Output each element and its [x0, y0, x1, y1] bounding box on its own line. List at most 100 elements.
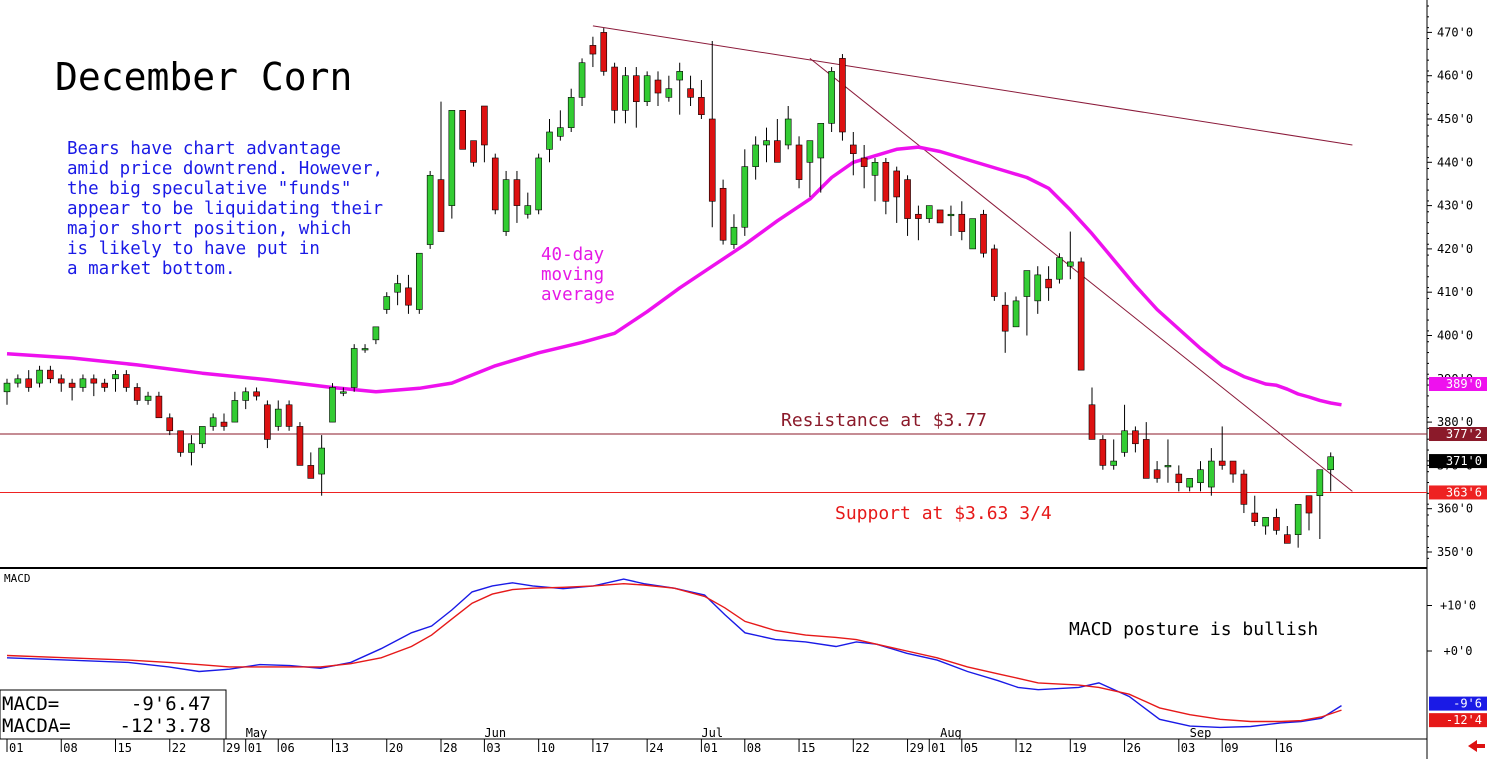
candle — [188, 435, 195, 466]
candle-body — [1186, 478, 1193, 488]
candle-body — [708, 118, 716, 202]
macd-tick-label: +0'0 — [1444, 644, 1473, 658]
price-tick-label: 400'0 — [1437, 329, 1473, 343]
candle-body — [589, 45, 597, 55]
candle — [340, 387, 347, 397]
candle-body — [166, 417, 174, 432]
candle-body — [177, 430, 184, 453]
candle-body — [329, 387, 336, 423]
date-tick-label: 22 — [855, 741, 869, 755]
candle — [1153, 461, 1161, 483]
candle — [958, 201, 966, 241]
candle-body — [361, 348, 369, 351]
candle-body — [1164, 465, 1172, 468]
price-tick-label: 440'0 — [1437, 155, 1473, 169]
candle-body — [1218, 460, 1226, 466]
candle-body — [730, 226, 738, 245]
candle-body — [828, 71, 835, 124]
candle — [752, 136, 759, 180]
candle — [795, 136, 803, 189]
candle — [719, 179, 727, 245]
candle — [1229, 460, 1237, 483]
candle — [784, 106, 792, 150]
candle-body — [340, 391, 347, 394]
candle — [513, 170, 521, 223]
candle-body — [1305, 495, 1313, 514]
candle — [264, 400, 271, 449]
candle-body — [448, 110, 456, 206]
candle-body — [1197, 469, 1204, 484]
candle-body — [1077, 261, 1085, 371]
candle — [524, 192, 532, 219]
candle — [849, 131, 857, 176]
candle — [155, 391, 163, 419]
macd-panel: MACD MACD posture is bullish — [4, 572, 1318, 640]
last-price-tag-text: 371'0 — [1446, 454, 1482, 468]
candle-body — [1327, 456, 1334, 471]
annotation-line: the big speculative "funds" — [67, 179, 351, 199]
candle-body — [209, 417, 217, 427]
date-tick-label: 08 — [747, 741, 761, 755]
date-tick-label: 03 — [1181, 741, 1195, 755]
annotation-line: Bears have chart advantage — [67, 139, 341, 159]
candle-body — [719, 187, 727, 241]
candle-body — [741, 166, 749, 228]
candle — [1132, 426, 1139, 453]
annotation-line: amid price downtrend. However, — [67, 159, 383, 179]
candle-body — [112, 374, 119, 380]
candle-body — [600, 32, 608, 72]
candle-body — [437, 179, 445, 232]
candle-body — [481, 105, 488, 146]
candle-body — [36, 369, 43, 384]
date-tick-label: 13 — [335, 741, 349, 755]
candle — [893, 166, 901, 223]
candle-body — [535, 157, 542, 211]
candle — [209, 413, 217, 431]
resistance-value-tag: 377'2 — [1429, 427, 1487, 442]
candle — [1110, 439, 1117, 470]
price-tick-label: 430'0 — [1437, 199, 1473, 213]
candle — [915, 205, 922, 241]
left-arrow-icon[interactable] — [1468, 740, 1485, 752]
candle-body — [383, 296, 391, 310]
candle-body — [1284, 534, 1291, 544]
candle — [296, 422, 304, 466]
candle-body — [904, 179, 911, 219]
candle-body — [774, 140, 781, 163]
candle — [708, 41, 716, 228]
date-tick-label: 20 — [389, 741, 403, 755]
candle — [372, 326, 380, 345]
date-tick-label: 05 — [964, 741, 978, 755]
candle — [1099, 435, 1107, 470]
candle — [1218, 426, 1226, 470]
date-tick-label: 24 — [649, 741, 663, 755]
candle — [622, 67, 629, 124]
candle — [546, 119, 553, 163]
candle — [1316, 469, 1324, 540]
candle-body — [372, 326, 380, 341]
candle-body — [253, 391, 260, 397]
candle-body — [1175, 473, 1183, 484]
candle-body — [925, 205, 933, 219]
candle — [25, 370, 33, 392]
candle — [654, 71, 662, 107]
moving-average-label: 40-day moving average — [541, 245, 615, 305]
moving-average-line — [6, 145, 1342, 407]
candle — [1240, 469, 1248, 514]
month-label: Jul — [701, 726, 723, 740]
support-value-tag-box — [1429, 485, 1487, 500]
candle — [1121, 404, 1128, 457]
candle-body — [1142, 439, 1150, 479]
candle-body — [578, 62, 586, 98]
date-tick-label: 15 — [801, 741, 815, 755]
date-tick-label: 09 — [1224, 741, 1238, 755]
candle — [199, 426, 206, 449]
candle — [600, 28, 608, 76]
candle-body — [405, 287, 412, 306]
candle-body — [1240, 473, 1248, 505]
candle-body — [622, 75, 629, 111]
last-price-tag-box — [1429, 454, 1487, 469]
candle-body — [1099, 439, 1107, 466]
candle — [177, 430, 184, 457]
price-tick-label: 420'0 — [1437, 242, 1473, 256]
